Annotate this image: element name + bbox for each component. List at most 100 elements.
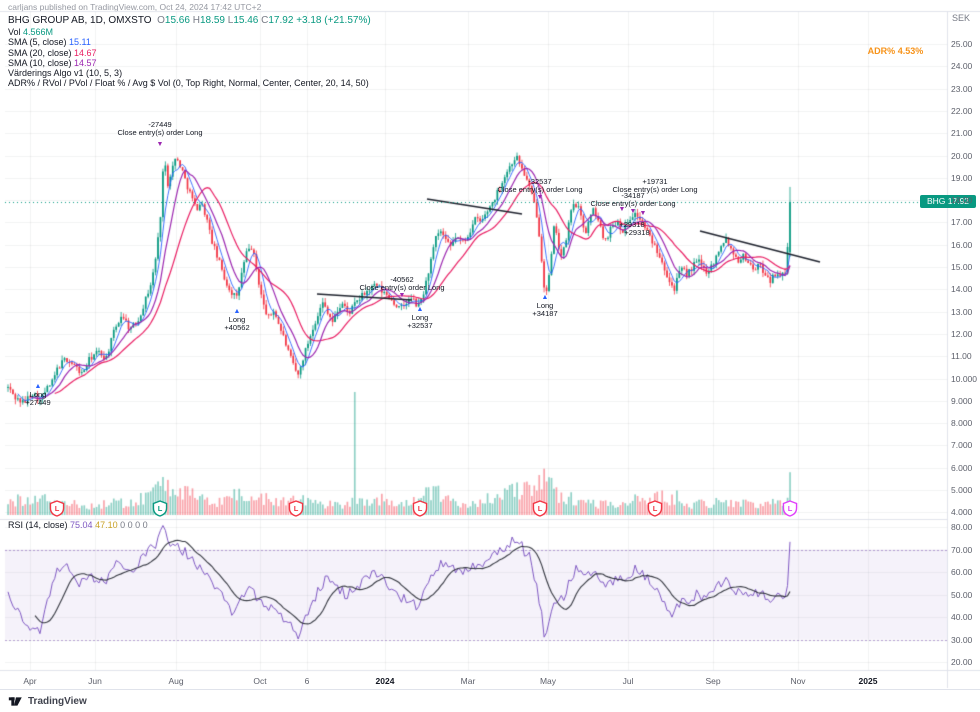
- price-axis-label: 14.00: [951, 284, 973, 295]
- strategy-shield-stamp[interactable]: L: [288, 500, 304, 517]
- close-order-arrow-icon: ▼: [156, 141, 164, 148]
- adr-percent-readout: ADR% 4.53%: [858, 36, 924, 66]
- strategy-shield-stamp[interactable]: L: [152, 500, 168, 517]
- trade-entry-marker[interactable]: Long +27449: [25, 390, 51, 407]
- close-order-arrow-icon: ▼: [618, 206, 626, 213]
- legend-token: 75.04: [70, 520, 96, 530]
- strategy-shield-stamp[interactable]: L: [412, 500, 428, 517]
- legend-token: 14.57: [74, 57, 97, 68]
- svg-text:L: L: [418, 504, 423, 513]
- legend-row-sma10[interactable]: SMA (10, close) 14.57: [8, 58, 371, 68]
- rsi-axis-label: 40.00: [951, 612, 973, 622]
- time-axis-label: Sep: [705, 676, 721, 686]
- trade-qty-label: +29318: [619, 220, 645, 229]
- legend-token: H: [192, 15, 200, 26]
- close-order-arrow-icon: ▼: [536, 194, 544, 201]
- legend-token: 14.67: [74, 47, 97, 58]
- rsi-axis-label: 20.00: [951, 657, 973, 667]
- rsi-axis-label: 70.00: [951, 544, 973, 555]
- legend-token: 15.66: [164, 15, 193, 26]
- legend-row-sma5[interactable]: SMA (5, close) 15.11: [8, 37, 371, 47]
- trade-close-marker[interactable]: -34187 Close entry(s) order Long: [590, 191, 676, 208]
- svg-text:L: L: [158, 504, 163, 513]
- time-axis-label: Mar: [460, 676, 476, 686]
- price-axis-label: 5.000: [951, 485, 973, 495]
- legend-row-volume[interactable]: Vol 4.566M: [8, 27, 371, 37]
- trade-entry-marker[interactable]: Long +40562: [224, 315, 250, 332]
- strategy-shield-stamp[interactable]: L: [782, 500, 798, 517]
- legend-row-varderings-algo[interactable]: Värderings Algo v1 (10, 5, 3): [8, 68, 371, 78]
- trade-close-marker[interactable]: -40562 Close entry(s) order Long: [359, 275, 445, 292]
- price-axis-label: 9.000: [951, 395, 973, 406]
- rsi-axis-label: 80.00: [951, 522, 973, 532]
- long-entry-arrow-icon: ▲: [34, 383, 42, 390]
- legend-token: C: [261, 15, 269, 26]
- strategy-shield-stamp[interactable]: L: [49, 500, 65, 517]
- price-axis-label: 13.00: [951, 306, 973, 317]
- legend-token: 4.566M: [23, 27, 54, 37]
- legend-row-sma20[interactable]: SMA (20, close) 14.67: [8, 48, 371, 58]
- trade-entry-marker[interactable]: Long +32537: [407, 313, 433, 330]
- strategy-shield-stamp[interactable]: L: [532, 500, 548, 517]
- svg-text:L: L: [538, 504, 543, 513]
- legend-token: O: [157, 15, 165, 26]
- last-price-tag: BHG 17.92: [920, 195, 976, 208]
- currency-label: SEK: [951, 13, 970, 23]
- time-axis-label: 2025: [858, 676, 878, 686]
- legend-token: 15.11: [69, 37, 91, 48]
- legend-token: 17.92: [268, 15, 297, 26]
- rsi-axis-label: 60.00: [951, 567, 973, 577]
- trade-close-marker[interactable]: +19731 Close entry(s) order Long: [612, 177, 698, 194]
- price-axis-label: 6.000: [951, 462, 973, 473]
- price-axis-label: 10.000: [951, 373, 977, 384]
- time-axis-label: Jun: [88, 676, 102, 686]
- long-entry-arrow-icon: ▲: [541, 294, 549, 301]
- legend-token: 47.10: [95, 520, 121, 530]
- legend-token: Vol: [8, 27, 24, 37]
- time-axis-label: 2024: [375, 676, 395, 686]
- price-axis-label: 4.000: [951, 507, 973, 518]
- close-order-arrow-icon: ▼: [639, 210, 647, 217]
- tradingview-logo[interactable]: [8, 694, 23, 709]
- time-axis-label: Jul: [622, 676, 634, 686]
- trade-close-marker[interactable]: -27449 Close entry(s) order Long: [117, 120, 203, 137]
- price-axis-label: 22.00: [951, 105, 973, 116]
- tradingview-brand-text[interactable]: TradingView: [28, 695, 87, 707]
- rsi-axis-label: 50.00: [951, 589, 973, 600]
- price-axis-label: 15.00: [951, 262, 973, 272]
- trade-qty-label: +29318: [624, 228, 650, 237]
- rsi-legend-row[interactable]: RSI (14, close) 75.04 47.10 0 0 0 0: [8, 520, 148, 530]
- svg-text:L: L: [653, 504, 658, 513]
- svg-text:L: L: [788, 504, 793, 513]
- legend-token: Värderings Algo v1 (10, 5, 3): [8, 68, 123, 79]
- close-order-arrow-icon: ▼: [629, 208, 637, 215]
- svg-text:L: L: [55, 504, 60, 513]
- legend-row-adr-rvol-config[interactable]: ADR% / RVol / PVol / Float % / Avg $ Vol…: [8, 78, 371, 88]
- adr-value: 4.53%: [897, 46, 924, 56]
- legend-token: 0 0 0 0: [120, 520, 148, 530]
- time-axis-label: Apr: [23, 676, 37, 686]
- price-axis-label: 12.00: [951, 328, 973, 339]
- long-entry-arrow-icon: ▲: [416, 306, 424, 313]
- trade-entry-marker[interactable]: Long +34187: [532, 301, 558, 318]
- adr-label: ADR%: [867, 46, 896, 56]
- time-axis-label: Oct: [253, 676, 267, 686]
- time-axis-label: Nov: [790, 676, 806, 686]
- legend-token: 15.46: [233, 15, 262, 26]
- close-order-arrow-icon: ▼: [398, 292, 406, 299]
- price-axis-label: 17.00: [951, 217, 973, 228]
- legend-token: SMA (20, close): [8, 47, 75, 58]
- legend-token: BHG GROUP AB, 1D, OMXSTO: [8, 15, 158, 26]
- strategy-shield-stamp[interactable]: L: [647, 500, 663, 517]
- price-axis-label: 25.00: [951, 39, 973, 49]
- trade-close-marker[interactable]: -32537 Close entry(s) order Long: [497, 177, 583, 194]
- price-axis-label: 19.00: [951, 172, 973, 183]
- legend-row-series-title[interactable]: BHG GROUP AB, 1D, OMXSTO O15.66 H18.59 L…: [8, 15, 371, 27]
- legend-token: ADR% / RVol / PVol / Float % / Avg $ Vol…: [8, 78, 369, 89]
- time-axis-label: 6: [304, 676, 310, 686]
- time-axis-label: Aug: [168, 676, 184, 686]
- price-axis-label: 24.00: [951, 61, 973, 72]
- price-axis-label: 18.00: [951, 195, 973, 206]
